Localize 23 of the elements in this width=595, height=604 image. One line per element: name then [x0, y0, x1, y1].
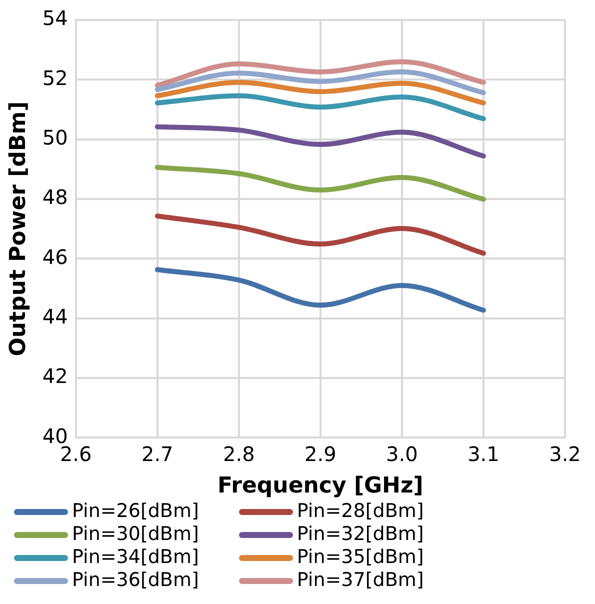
legend-label: Pin=35[dBm]: [296, 546, 424, 569]
y-tick-label: 48: [42, 185, 68, 210]
x-tick-label: 3.2: [549, 442, 581, 466]
x-tick-label: 3.1: [468, 442, 500, 466]
y-tick-label: 54: [42, 6, 68, 30]
legend-label: Pin=37[dBm]: [296, 569, 424, 592]
legend-label: Pin=34[dBm]: [72, 546, 199, 569]
y-tick-label: 42: [42, 364, 68, 388]
x-tick-label: 2.8: [222, 442, 255, 466]
y-tick-label: 44: [42, 304, 68, 328]
x-tick-label: 3.0: [386, 442, 418, 466]
legend-label: Pin=28[dBm]: [296, 500, 424, 523]
legend-label: Pin=32[dBm]: [296, 523, 424, 546]
legend-label: Pin=26[dBm]: [72, 500, 199, 523]
x-tick-label: 2.9: [304, 442, 336, 466]
x-tick-label: 2.7: [141, 442, 174, 466]
y-tick-label: 46: [42, 244, 68, 269]
y-tick-label: 52: [42, 66, 68, 90]
legend-label: Pin=30[dBm]: [72, 523, 199, 546]
x-axis-title: Frequency [GHz]: [218, 474, 424, 499]
legend-label: Pin=36[dBm]: [72, 569, 199, 592]
y-axis-title: Output Power [dBm]: [6, 101, 31, 356]
y-tick-label: 50: [42, 126, 68, 150]
